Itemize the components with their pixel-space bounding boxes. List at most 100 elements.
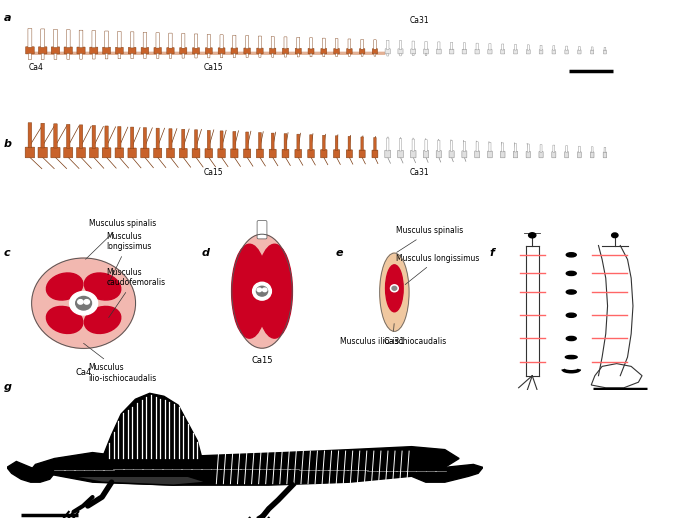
FancyBboxPatch shape bbox=[398, 49, 403, 54]
FancyBboxPatch shape bbox=[323, 135, 325, 150]
FancyBboxPatch shape bbox=[269, 149, 276, 158]
FancyBboxPatch shape bbox=[28, 29, 32, 48]
FancyBboxPatch shape bbox=[527, 45, 530, 50]
Text: Musculus
longissimus: Musculus longissimus bbox=[106, 232, 151, 284]
FancyBboxPatch shape bbox=[102, 148, 111, 158]
FancyBboxPatch shape bbox=[372, 150, 378, 158]
FancyBboxPatch shape bbox=[25, 147, 35, 158]
FancyBboxPatch shape bbox=[271, 37, 274, 49]
FancyBboxPatch shape bbox=[220, 131, 223, 150]
FancyBboxPatch shape bbox=[604, 147, 606, 153]
Ellipse shape bbox=[75, 297, 92, 310]
FancyBboxPatch shape bbox=[38, 47, 47, 54]
Text: Ca31: Ca31 bbox=[410, 17, 429, 26]
Polygon shape bbox=[7, 461, 55, 482]
FancyBboxPatch shape bbox=[67, 53, 70, 59]
FancyBboxPatch shape bbox=[526, 151, 530, 158]
FancyBboxPatch shape bbox=[501, 44, 503, 50]
FancyBboxPatch shape bbox=[451, 42, 453, 50]
FancyBboxPatch shape bbox=[153, 148, 162, 158]
FancyBboxPatch shape bbox=[206, 48, 212, 54]
Ellipse shape bbox=[390, 285, 398, 292]
FancyBboxPatch shape bbox=[462, 49, 466, 54]
FancyBboxPatch shape bbox=[282, 48, 288, 54]
Text: Ca15: Ca15 bbox=[204, 168, 223, 177]
FancyBboxPatch shape bbox=[423, 49, 429, 54]
FancyBboxPatch shape bbox=[79, 53, 82, 59]
FancyBboxPatch shape bbox=[577, 50, 581, 54]
FancyBboxPatch shape bbox=[259, 53, 261, 58]
FancyBboxPatch shape bbox=[41, 53, 44, 60]
FancyBboxPatch shape bbox=[130, 127, 134, 149]
FancyBboxPatch shape bbox=[565, 50, 569, 54]
Text: Ca31: Ca31 bbox=[410, 168, 429, 177]
Text: Ca15: Ca15 bbox=[204, 63, 223, 72]
FancyBboxPatch shape bbox=[92, 31, 96, 48]
FancyBboxPatch shape bbox=[53, 29, 58, 48]
Ellipse shape bbox=[257, 244, 292, 338]
FancyBboxPatch shape bbox=[103, 47, 110, 54]
FancyBboxPatch shape bbox=[231, 149, 238, 158]
FancyBboxPatch shape bbox=[54, 53, 57, 60]
FancyBboxPatch shape bbox=[128, 47, 136, 54]
FancyBboxPatch shape bbox=[116, 47, 123, 54]
FancyBboxPatch shape bbox=[347, 150, 353, 158]
FancyBboxPatch shape bbox=[77, 147, 86, 158]
FancyBboxPatch shape bbox=[463, 141, 466, 152]
FancyBboxPatch shape bbox=[192, 48, 199, 54]
FancyBboxPatch shape bbox=[423, 151, 429, 158]
FancyBboxPatch shape bbox=[77, 47, 85, 54]
FancyBboxPatch shape bbox=[64, 147, 73, 158]
FancyBboxPatch shape bbox=[118, 127, 121, 149]
Ellipse shape bbox=[84, 306, 121, 334]
FancyBboxPatch shape bbox=[410, 151, 416, 158]
FancyBboxPatch shape bbox=[438, 42, 440, 50]
Ellipse shape bbox=[566, 290, 576, 294]
FancyBboxPatch shape bbox=[425, 140, 427, 151]
Text: Ca4: Ca4 bbox=[75, 368, 92, 377]
FancyBboxPatch shape bbox=[166, 149, 175, 158]
Text: a: a bbox=[3, 13, 11, 23]
Ellipse shape bbox=[257, 288, 262, 292]
Polygon shape bbox=[55, 473, 207, 485]
Polygon shape bbox=[412, 464, 483, 482]
FancyBboxPatch shape bbox=[208, 130, 210, 150]
FancyBboxPatch shape bbox=[412, 53, 414, 56]
FancyBboxPatch shape bbox=[603, 152, 607, 158]
Ellipse shape bbox=[566, 271, 576, 276]
Ellipse shape bbox=[84, 273, 121, 300]
FancyBboxPatch shape bbox=[179, 48, 187, 54]
FancyBboxPatch shape bbox=[360, 49, 365, 54]
Ellipse shape bbox=[77, 300, 83, 304]
FancyBboxPatch shape bbox=[143, 128, 147, 149]
FancyBboxPatch shape bbox=[221, 53, 223, 58]
Ellipse shape bbox=[232, 234, 292, 348]
Ellipse shape bbox=[32, 258, 136, 348]
Text: Ca4: Ca4 bbox=[29, 63, 44, 72]
FancyBboxPatch shape bbox=[348, 137, 351, 151]
FancyBboxPatch shape bbox=[295, 150, 301, 158]
FancyBboxPatch shape bbox=[604, 48, 606, 51]
FancyBboxPatch shape bbox=[195, 53, 197, 58]
FancyBboxPatch shape bbox=[425, 41, 427, 50]
FancyBboxPatch shape bbox=[540, 144, 542, 152]
FancyBboxPatch shape bbox=[205, 149, 212, 158]
FancyBboxPatch shape bbox=[334, 49, 340, 54]
FancyBboxPatch shape bbox=[361, 39, 364, 49]
FancyBboxPatch shape bbox=[527, 144, 530, 152]
FancyBboxPatch shape bbox=[539, 152, 543, 158]
FancyBboxPatch shape bbox=[566, 46, 568, 50]
FancyBboxPatch shape bbox=[156, 32, 160, 48]
FancyBboxPatch shape bbox=[284, 53, 286, 57]
FancyBboxPatch shape bbox=[30, 52, 385, 55]
FancyBboxPatch shape bbox=[41, 123, 45, 148]
FancyBboxPatch shape bbox=[115, 148, 123, 158]
FancyBboxPatch shape bbox=[578, 146, 580, 153]
FancyBboxPatch shape bbox=[578, 47, 580, 50]
FancyBboxPatch shape bbox=[233, 131, 236, 150]
FancyBboxPatch shape bbox=[118, 53, 121, 59]
FancyBboxPatch shape bbox=[66, 30, 70, 48]
FancyBboxPatch shape bbox=[295, 48, 301, 54]
Text: Musculus ilio-ischiocaudalis: Musculus ilio-ischiocaudalis bbox=[340, 324, 446, 346]
FancyBboxPatch shape bbox=[310, 53, 312, 57]
